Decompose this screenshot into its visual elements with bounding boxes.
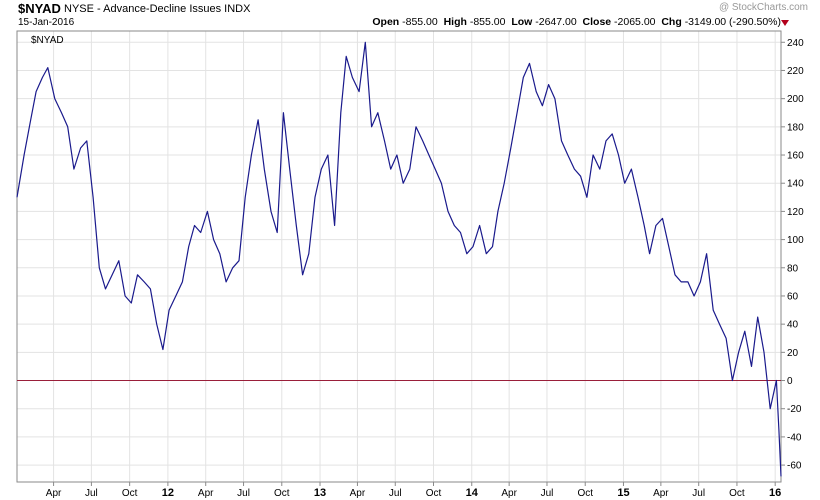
y-tick-label: -60 — [787, 461, 802, 472]
y-tick-label: 100 — [787, 235, 804, 246]
legend-label: $NYAD — [31, 35, 64, 46]
x-tick-label: Oct — [577, 488, 593, 499]
x-tick-label: 13 — [314, 487, 326, 499]
high-value: -855.00 — [469, 16, 506, 28]
x-tick-label: Apr — [46, 488, 62, 499]
x-tick-label: 12 — [162, 487, 174, 499]
ohlc-readout: Open -855.00 High -855.00 Low -2647.00 C… — [372, 16, 781, 28]
y-tick-label: -40 — [787, 432, 802, 443]
y-tick-label: 160 — [787, 151, 804, 162]
x-tick-label: Oct — [122, 488, 138, 499]
x-tick-label: 14 — [466, 487, 479, 499]
x-tick-label: Apr — [501, 488, 517, 499]
y-tick-label: 200 — [787, 94, 804, 105]
down-triangle-icon — [781, 20, 789, 26]
y-tick-label: -20 — [787, 404, 802, 415]
x-tick-label: Oct — [729, 488, 745, 499]
x-tick-label: Jul — [692, 488, 705, 499]
close-value: -2065.00 — [614, 16, 656, 28]
y-tick-label: 180 — [787, 122, 804, 133]
y-tick-label: 140 — [787, 179, 804, 190]
y-tick-label: 120 — [787, 207, 804, 218]
y-tick-label: 80 — [787, 263, 799, 274]
y-tick-label: 240 — [787, 38, 804, 49]
change-value: -3149.00 (-290.50%) — [684, 16, 781, 28]
x-tick-label: Apr — [198, 488, 214, 499]
nyad-series-line — [16, 41, 782, 477]
symbol-title: $NYAD — [18, 1, 61, 16]
x-tick-label: Oct — [426, 488, 442, 499]
high-label: High — [443, 16, 467, 28]
x-tick-label: Apr — [350, 488, 366, 499]
change-label: Chg — [661, 16, 682, 28]
watermark: @ StockCharts.com — [718, 2, 808, 13]
y-tick-label: 60 — [787, 291, 799, 302]
quote-date: 15-Jan-2016 — [18, 17, 75, 28]
x-tick-label: Jul — [237, 488, 250, 499]
x-tick-label: Jul — [389, 488, 402, 499]
y-tick-label: 20 — [787, 348, 799, 359]
low-label: Low — [511, 16, 533, 28]
plot-frame — [16, 30, 782, 483]
x-tick-label: Apr — [653, 488, 669, 499]
symbol-description: NYSE - Advance-Decline Issues INDX — [64, 3, 251, 15]
open-value: -855.00 — [402, 16, 438, 28]
y-tick-label: 220 — [787, 66, 804, 77]
x-tick-label: Jul — [85, 488, 98, 499]
y-tick-label: 40 — [787, 320, 799, 331]
close-label: Close — [582, 16, 612, 28]
x-tick-label: 16 — [769, 487, 781, 499]
x-tick-label: Jul — [541, 488, 554, 499]
low-value: -2647.00 — [535, 16, 577, 28]
open-label: Open — [372, 16, 400, 28]
y-tick-label: 0 — [787, 376, 793, 387]
x-tick-label: 15 — [617, 487, 629, 499]
x-tick-label: Oct — [274, 488, 290, 499]
